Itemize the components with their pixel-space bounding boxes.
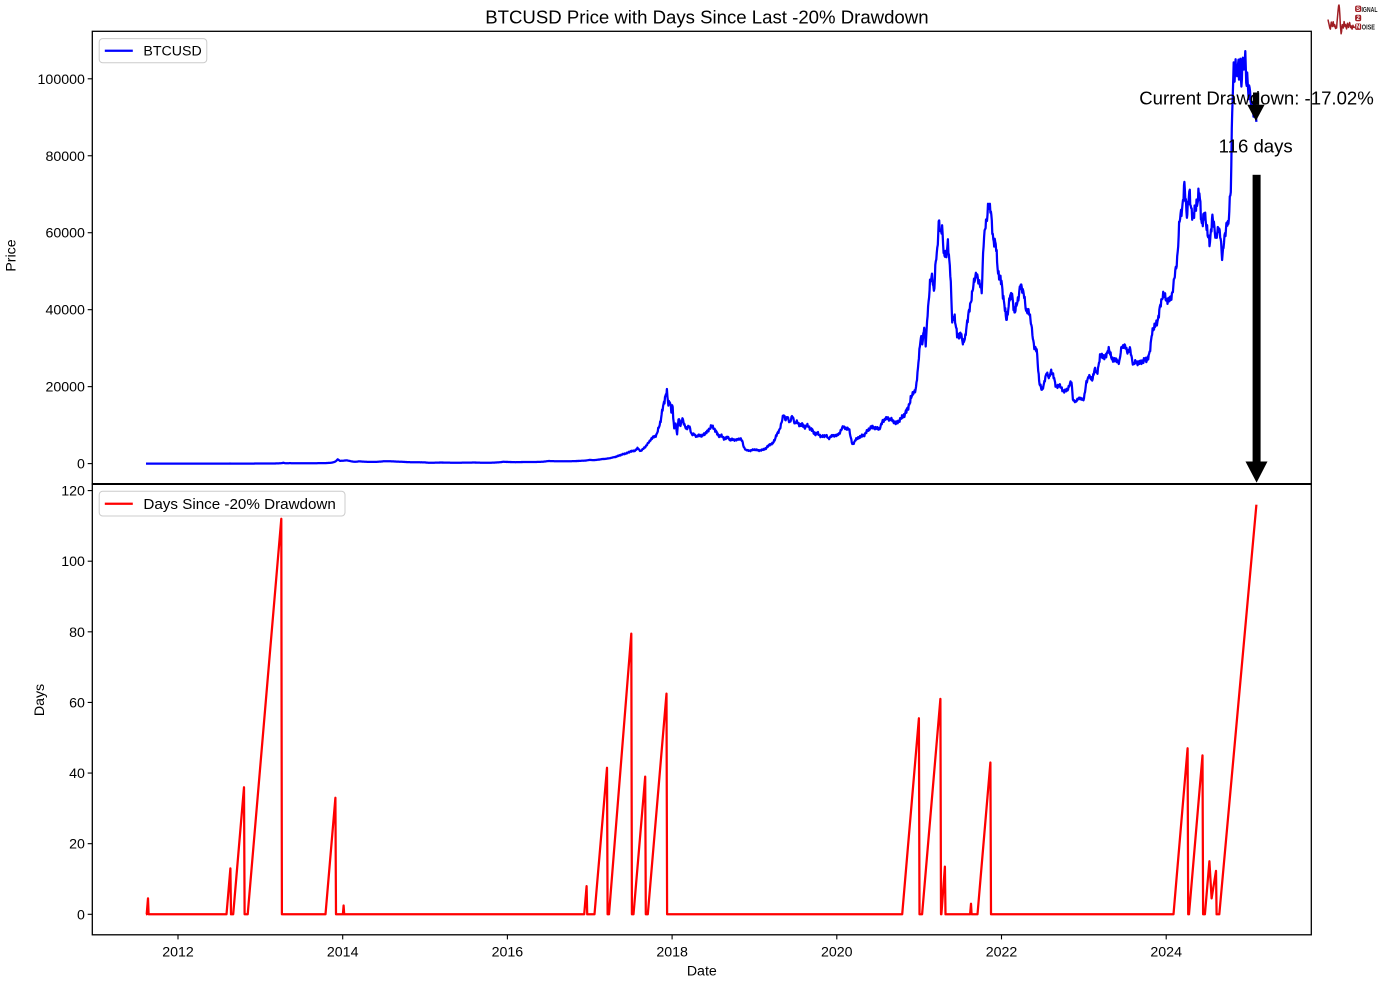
svg-text:80000: 80000: [45, 149, 85, 165]
svg-text:2014: 2014: [327, 945, 359, 961]
svg-text:120: 120: [61, 484, 85, 500]
svg-text:Days: Days: [32, 684, 48, 716]
svg-text:2024: 2024: [1150, 945, 1182, 961]
svg-text:2018: 2018: [656, 945, 688, 961]
svg-text:60: 60: [69, 695, 85, 711]
svg-text:0: 0: [77, 457, 85, 473]
svg-text:BTCUSD Price with Days Since L: BTCUSD Price with Days Since Last -20% D…: [485, 6, 928, 27]
svg-text:20: 20: [69, 837, 85, 853]
svg-text:IGNAL: IGNAL: [1362, 7, 1378, 14]
svg-text:Days Since -20% Drawdown: Days Since -20% Drawdown: [143, 496, 335, 513]
svg-text:20000: 20000: [45, 380, 85, 396]
svg-text:Date: Date: [687, 964, 717, 980]
svg-text:0: 0: [77, 907, 85, 923]
svg-text:N: N: [1356, 25, 1360, 31]
svg-text:S: S: [1356, 7, 1360, 13]
svg-text:116 days: 116 days: [1219, 136, 1293, 157]
svg-text:2022: 2022: [986, 945, 1018, 961]
svg-text:Price: Price: [4, 239, 20, 271]
svg-text:2: 2: [1356, 16, 1360, 22]
svg-text:OISE: OISE: [1362, 24, 1376, 31]
svg-text:100000: 100000: [38, 72, 85, 88]
svg-text:Current Drawdown: -17.02%: Current Drawdown: -17.02%: [1139, 88, 1374, 109]
svg-text:80: 80: [69, 625, 85, 641]
svg-text:100: 100: [61, 554, 85, 570]
svg-text:60000: 60000: [45, 226, 85, 242]
svg-text:2012: 2012: [162, 945, 194, 961]
svg-text:2020: 2020: [821, 945, 853, 961]
svg-text:40: 40: [69, 766, 85, 782]
svg-text:BTCUSD: BTCUSD: [143, 44, 201, 60]
svg-text:2016: 2016: [492, 945, 524, 961]
svg-text:40000: 40000: [45, 303, 85, 319]
